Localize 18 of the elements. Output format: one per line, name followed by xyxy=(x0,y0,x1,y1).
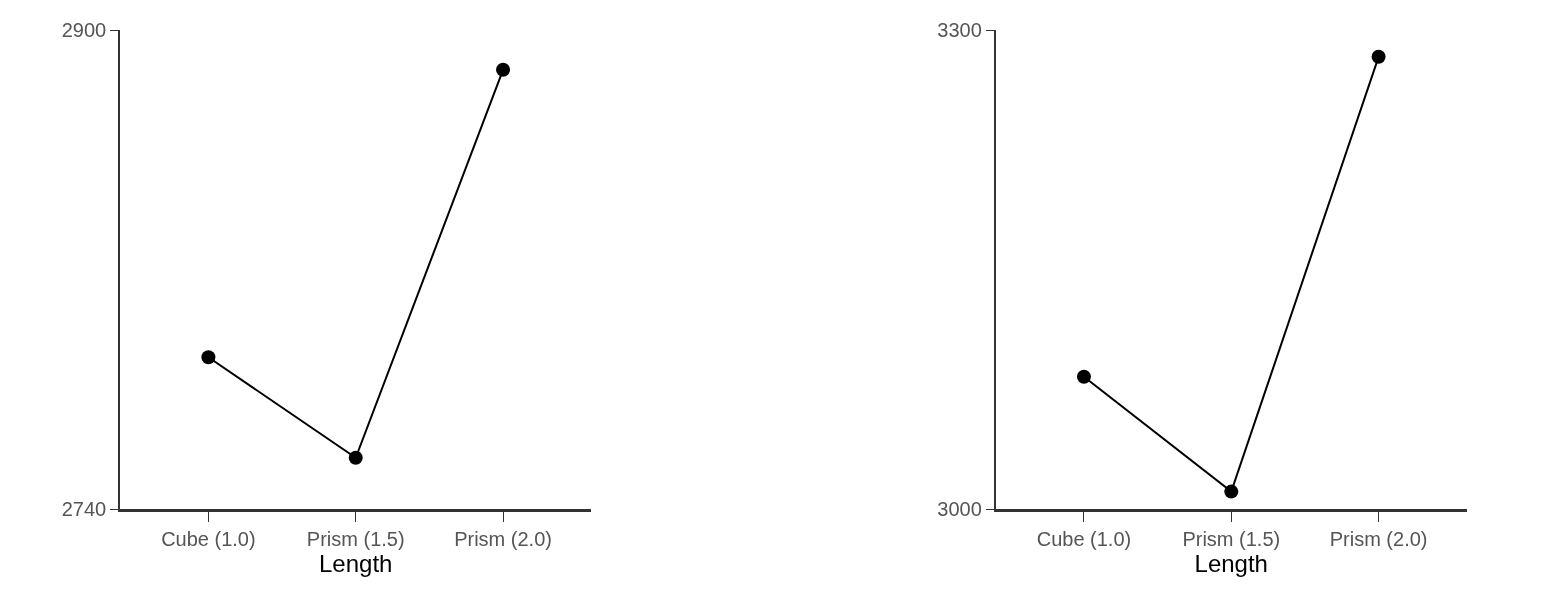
x-tick-label: Prism (2.0) xyxy=(454,528,552,550)
point xyxy=(1224,484,1239,499)
y-tick-label: 3300 xyxy=(937,19,982,41)
point xyxy=(1076,369,1091,384)
x-tick-label: Prism (1.5) xyxy=(306,528,405,550)
point xyxy=(201,350,216,365)
x-tick-label: Cube (1.0) xyxy=(161,528,256,550)
x-tick-label: Prism (1.5) xyxy=(1182,528,1281,550)
point xyxy=(1371,49,1386,64)
x-tick-label: Cube (1.0) xyxy=(1036,528,1132,550)
y-tick-label: 2900 xyxy=(61,19,107,41)
y-tick-label: 3000 xyxy=(937,498,982,520)
x-axis-title: Length xyxy=(1194,550,1268,577)
x-tick-label: Prism (2.0) xyxy=(1329,528,1428,550)
x-axis-title: Length xyxy=(319,550,393,577)
y-tick-label: 2740 xyxy=(61,498,107,520)
point xyxy=(496,62,511,77)
point xyxy=(348,450,363,465)
